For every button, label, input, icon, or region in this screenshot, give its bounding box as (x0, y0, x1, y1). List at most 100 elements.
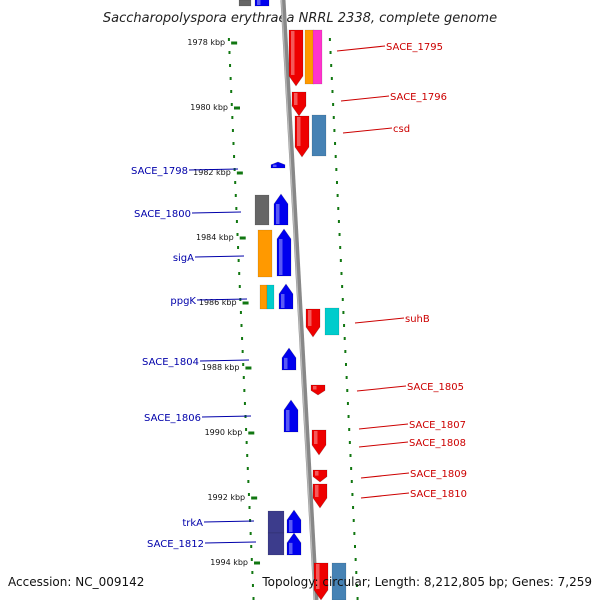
forward-gene-arrow (270, 161, 286, 169)
ring-dot (337, 207, 340, 210)
ring-dot (231, 129, 234, 132)
ring-dot (339, 246, 342, 249)
ring-dot (245, 428, 248, 431)
ring-dot (348, 441, 351, 444)
ring-dot (234, 181, 237, 184)
ring-dot (229, 64, 232, 67)
ring-dot (353, 545, 356, 548)
backbone-highlight (280, 0, 316, 600)
ring-dot (243, 389, 246, 392)
ring-dot (234, 194, 237, 197)
ring-dot (351, 493, 354, 496)
reverse-gene-label: csd (393, 124, 410, 135)
ring-dot (350, 480, 353, 483)
ring-dot (339, 259, 342, 262)
ring-dot (246, 467, 249, 470)
reverse-gene-arrow (305, 308, 321, 338)
forward-label-leader (188, 168, 239, 171)
reverse-gene-arrow-shine (316, 564, 320, 589)
ring-dot (250, 558, 253, 561)
ring-dot (352, 506, 355, 509)
cog-block (311, 114, 327, 157)
forward-gene-label: SACE_1798 (131, 166, 188, 177)
forward-gene-arrow-shine (289, 542, 293, 554)
reverse-gene-label: SACE_1796 (390, 92, 447, 103)
forward-gene-label: sigA (173, 253, 194, 264)
forward-gene-arrow-shine (289, 520, 293, 532)
tick-label: 1992 kbp (207, 493, 245, 502)
reverse-gene-arrow-shine (315, 471, 319, 476)
reverse-gene-arrow-shine (294, 93, 298, 105)
tick-label: 1978 kbp (187, 38, 225, 47)
forward-gene-arrow (273, 193, 289, 226)
reverse-gene-arrow-shine (308, 310, 312, 326)
ring-dot (228, 51, 231, 54)
ring-dot (240, 324, 243, 327)
ring-dot (231, 116, 234, 119)
ring-dot (329, 51, 332, 54)
forward-label-leader (204, 541, 257, 544)
map-title: Saccharopolyspora erythraea NRRL 2338, c… (103, 11, 497, 26)
ring-dot (345, 376, 348, 379)
ring-dot (330, 64, 333, 67)
ring-dot (249, 519, 252, 522)
ring-dot (330, 77, 333, 80)
reverse-gene-arrow (310, 384, 326, 396)
reverse-label-leader (340, 95, 390, 102)
reverse-gene-arrow-shine (291, 31, 295, 75)
ring-dot (229, 77, 232, 80)
reverse-gene-arrow-shine (297, 117, 301, 146)
forward-gene-arrow (276, 228, 292, 277)
ring-dot (237, 246, 240, 249)
backbone (280, 0, 319, 600)
tick-mark (245, 366, 252, 370)
ring-dot (232, 142, 235, 145)
tick-mark (254, 561, 261, 565)
ring-dot (230, 90, 233, 93)
ring-dot (242, 376, 245, 379)
backbone-line (280, 0, 319, 600)
ring-dot (247, 493, 250, 496)
forward-gene-arrow (278, 283, 294, 310)
ring-dot (243, 402, 246, 405)
ring-dot (332, 103, 335, 106)
reverse-gene-arrow (288, 29, 304, 87)
topology-text: Topology: circular; Length: 8,212,805 bp… (261, 575, 592, 589)
forward-label-leader (191, 211, 242, 214)
ring-dot (346, 389, 349, 392)
reverse-label-leader (336, 45, 386, 52)
cog-block (304, 29, 315, 85)
tick-label: 1982 kbp (193, 168, 231, 177)
forward-gene-arrow (283, 399, 299, 433)
reverse-gene-label: SACE_1809 (410, 469, 467, 480)
tick-mark (231, 41, 238, 45)
cog-block (312, 29, 323, 85)
ring-dot (334, 155, 337, 158)
reverse-label-leader (342, 127, 393, 134)
forward-gene-label: ppgK (170, 296, 196, 307)
ring-dot (346, 402, 349, 405)
reverse-gene-arrow (312, 483, 328, 509)
ring-dot (354, 558, 357, 561)
ring-dot (350, 467, 353, 470)
ring-dot (335, 168, 338, 171)
reverse-gene-label: SACE_1805 (407, 382, 464, 393)
forward-gene-arrow-shine (273, 164, 277, 167)
cog-block (257, 229, 273, 278)
cog-block (238, 0, 252, 7)
ring-dot (336, 194, 339, 197)
reverse-gene-label: SACE_1795 (386, 42, 443, 53)
ring-dot (252, 597, 255, 600)
ring-dot (341, 298, 344, 301)
tick-marks: 1978 kbp 1980 kbp 1982 kbp 1984 kbp 1986 kbp… (187, 38, 261, 567)
tick-label: 1994 kbp (210, 558, 248, 567)
ring-dot (245, 441, 248, 444)
ring-dot (353, 532, 356, 535)
ring-dot (337, 220, 340, 223)
forward-gene-label: SACE_1800 (134, 209, 191, 220)
cog-block (254, 194, 270, 226)
reverse-gene-arrow (312, 469, 328, 483)
ring-dot (344, 363, 347, 366)
ring-dot (331, 90, 334, 93)
cog-block (331, 562, 347, 600)
